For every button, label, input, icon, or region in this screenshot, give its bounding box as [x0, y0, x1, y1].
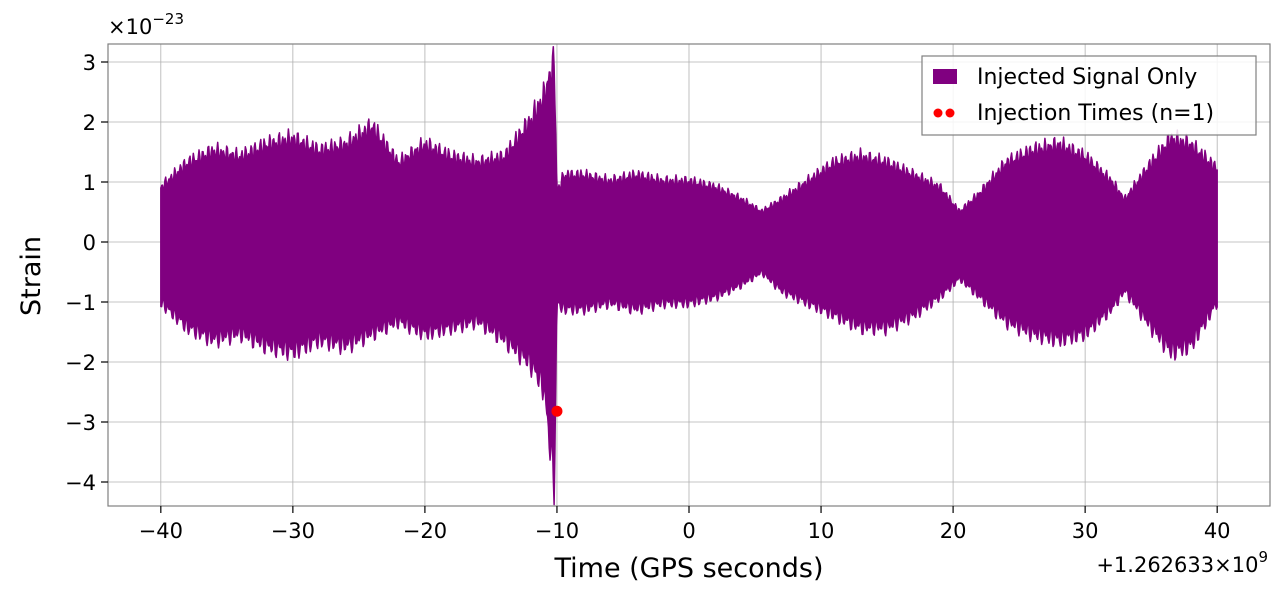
y-scale-label: ×10−23	[108, 10, 184, 39]
x-tick-label: 30	[1072, 519, 1099, 543]
y-tick-label: 2	[83, 111, 96, 135]
legend: Injected Signal Only Injection Times (n=…	[921, 55, 1257, 136]
x-tick-label: 20	[940, 519, 967, 543]
injection-point	[551, 405, 563, 417]
x-tick-label: −20	[403, 519, 447, 543]
x-tick-label: 40	[1204, 519, 1231, 543]
legend-marker-injection-times	[945, 108, 955, 118]
x-tick-label: −40	[139, 519, 183, 543]
legend-swatch-injected-signal	[933, 69, 957, 84]
x-offset-label: +1.262633×109	[1096, 548, 1268, 577]
x-tick-label: 0	[682, 519, 695, 543]
y-tick-label: −3	[65, 411, 96, 435]
x-tick-label: −10	[535, 519, 579, 543]
y-axis-label: Strain	[16, 236, 47, 316]
legend-label-injected-signal: Injected Signal Only	[977, 65, 1197, 90]
signal-envelope	[160, 45, 1218, 506]
legend-box	[921, 55, 1257, 136]
y-tick-label: 3	[83, 51, 96, 75]
y-tick-label: 0	[83, 231, 96, 255]
y-tick-label: −2	[65, 351, 96, 375]
y-tick-label: −4	[65, 471, 96, 495]
y-tick-label: −1	[65, 291, 96, 315]
data-layer	[160, 45, 1218, 506]
legend-marker-injection-times	[933, 108, 943, 118]
x-tick-label: −30	[271, 519, 315, 543]
legend-label-injection-times: Injection Times (n=1)	[977, 101, 1214, 126]
x-axis-label: Time (GPS seconds)	[553, 553, 823, 584]
x-tick-label: 10	[808, 519, 835, 543]
y-tick-label: 1	[83, 171, 96, 195]
